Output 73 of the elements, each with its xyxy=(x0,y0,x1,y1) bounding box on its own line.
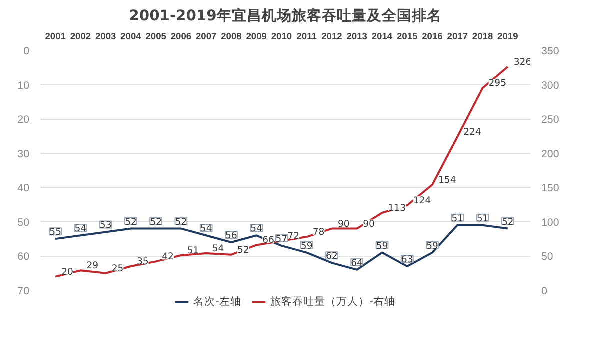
y-tick-label: 50 xyxy=(18,216,30,229)
data-label: 59 xyxy=(300,240,313,252)
data-label: 224 xyxy=(464,126,482,138)
y2-tick-label: 300 xyxy=(542,80,560,92)
data-label: 20 xyxy=(62,266,74,278)
data-label: 54 xyxy=(250,224,263,235)
x-tick-label: 2006 xyxy=(170,32,192,42)
y2-tick-label: 100 xyxy=(542,216,560,229)
x-tick-label: 2001 xyxy=(45,32,66,42)
x-tick-label: 2005 xyxy=(146,32,166,42)
data-label: 54 xyxy=(212,243,224,254)
y-tick-label: 10 xyxy=(18,80,30,92)
data-label: 63 xyxy=(401,254,414,266)
x-tick-label: 2008 xyxy=(221,32,242,42)
y-tick-label: 60 xyxy=(18,251,30,264)
data-label: 52 xyxy=(150,216,162,228)
data-label: 52 xyxy=(237,244,250,256)
data-label: 52 xyxy=(175,216,188,228)
y-tick-label: 30 xyxy=(18,148,30,160)
data-label: 59 xyxy=(426,240,438,252)
legend-label: 名次-左轴 xyxy=(194,295,242,309)
data-label: 66 xyxy=(262,235,275,246)
data-label: 90 xyxy=(338,218,350,230)
y-tick-label: 70 xyxy=(18,286,30,298)
data-label: 154 xyxy=(438,174,456,186)
y2-tick-label: 50 xyxy=(542,251,554,264)
data-label: 90 xyxy=(363,218,376,230)
x-tick-label: 2010 xyxy=(271,32,292,42)
data-label: 72 xyxy=(288,231,300,242)
y2-tick-label: 0 xyxy=(542,286,548,298)
data-label: 56 xyxy=(226,230,238,242)
data-label: 59 xyxy=(376,240,388,252)
x-tick-label: 2012 xyxy=(322,32,342,42)
data-label: 29 xyxy=(86,260,99,272)
data-label: 124 xyxy=(413,195,432,206)
data-label: 42 xyxy=(162,252,174,263)
x-tick-label: 2015 xyxy=(396,32,418,42)
data-label: 295 xyxy=(488,78,507,90)
data-label: 113 xyxy=(388,203,406,214)
legend-label: 旅客吞吐量（万人）-右轴 xyxy=(270,295,396,309)
data-label: 54 xyxy=(74,224,87,235)
data-label: 51 xyxy=(452,213,464,224)
y2-tick-label: 250 xyxy=(542,114,560,126)
data-label: 64 xyxy=(351,258,364,269)
data-label: 55 xyxy=(50,227,62,238)
x-tick-label: 2016 xyxy=(422,32,443,42)
y2-tick-label: 200 xyxy=(542,148,560,160)
x-tick-label: 2018 xyxy=(472,32,494,42)
data-label: 52 xyxy=(125,216,137,228)
x-tick-label: 2019 xyxy=(498,32,518,42)
data-label: 78 xyxy=(312,227,325,238)
y-tick-label: 0 xyxy=(24,46,30,58)
x-tick-label: 2007 xyxy=(196,32,217,42)
data-label: 54 xyxy=(200,224,212,235)
data-label: 25 xyxy=(112,263,124,274)
data-label: 51 xyxy=(476,213,489,224)
data-label: 57 xyxy=(276,234,288,245)
y-tick-label: 20 xyxy=(18,114,30,126)
x-tick-label: 2009 xyxy=(246,32,267,42)
x-tick-label: 2011 xyxy=(296,32,317,42)
chart-title: 2001-2019年宜昌机场旅客吞吐量及全国排名 xyxy=(129,6,442,24)
x-tick-label: 2013 xyxy=(346,32,368,42)
y2-tick-label: 150 xyxy=(542,182,560,195)
x-tick-label: 2004 xyxy=(120,32,142,42)
x-tick-label: 2017 xyxy=(447,32,468,42)
x-tick-label: 2003 xyxy=(95,32,116,42)
x-tick-label: 2014 xyxy=(372,32,394,42)
data-label: 53 xyxy=(100,220,112,232)
data-label: 52 xyxy=(502,216,514,228)
y2-tick-label: 350 xyxy=(542,46,560,58)
data-label: 62 xyxy=(326,251,338,262)
y-tick-label: 40 xyxy=(18,182,30,195)
x-tick-label: 2002 xyxy=(70,32,92,42)
